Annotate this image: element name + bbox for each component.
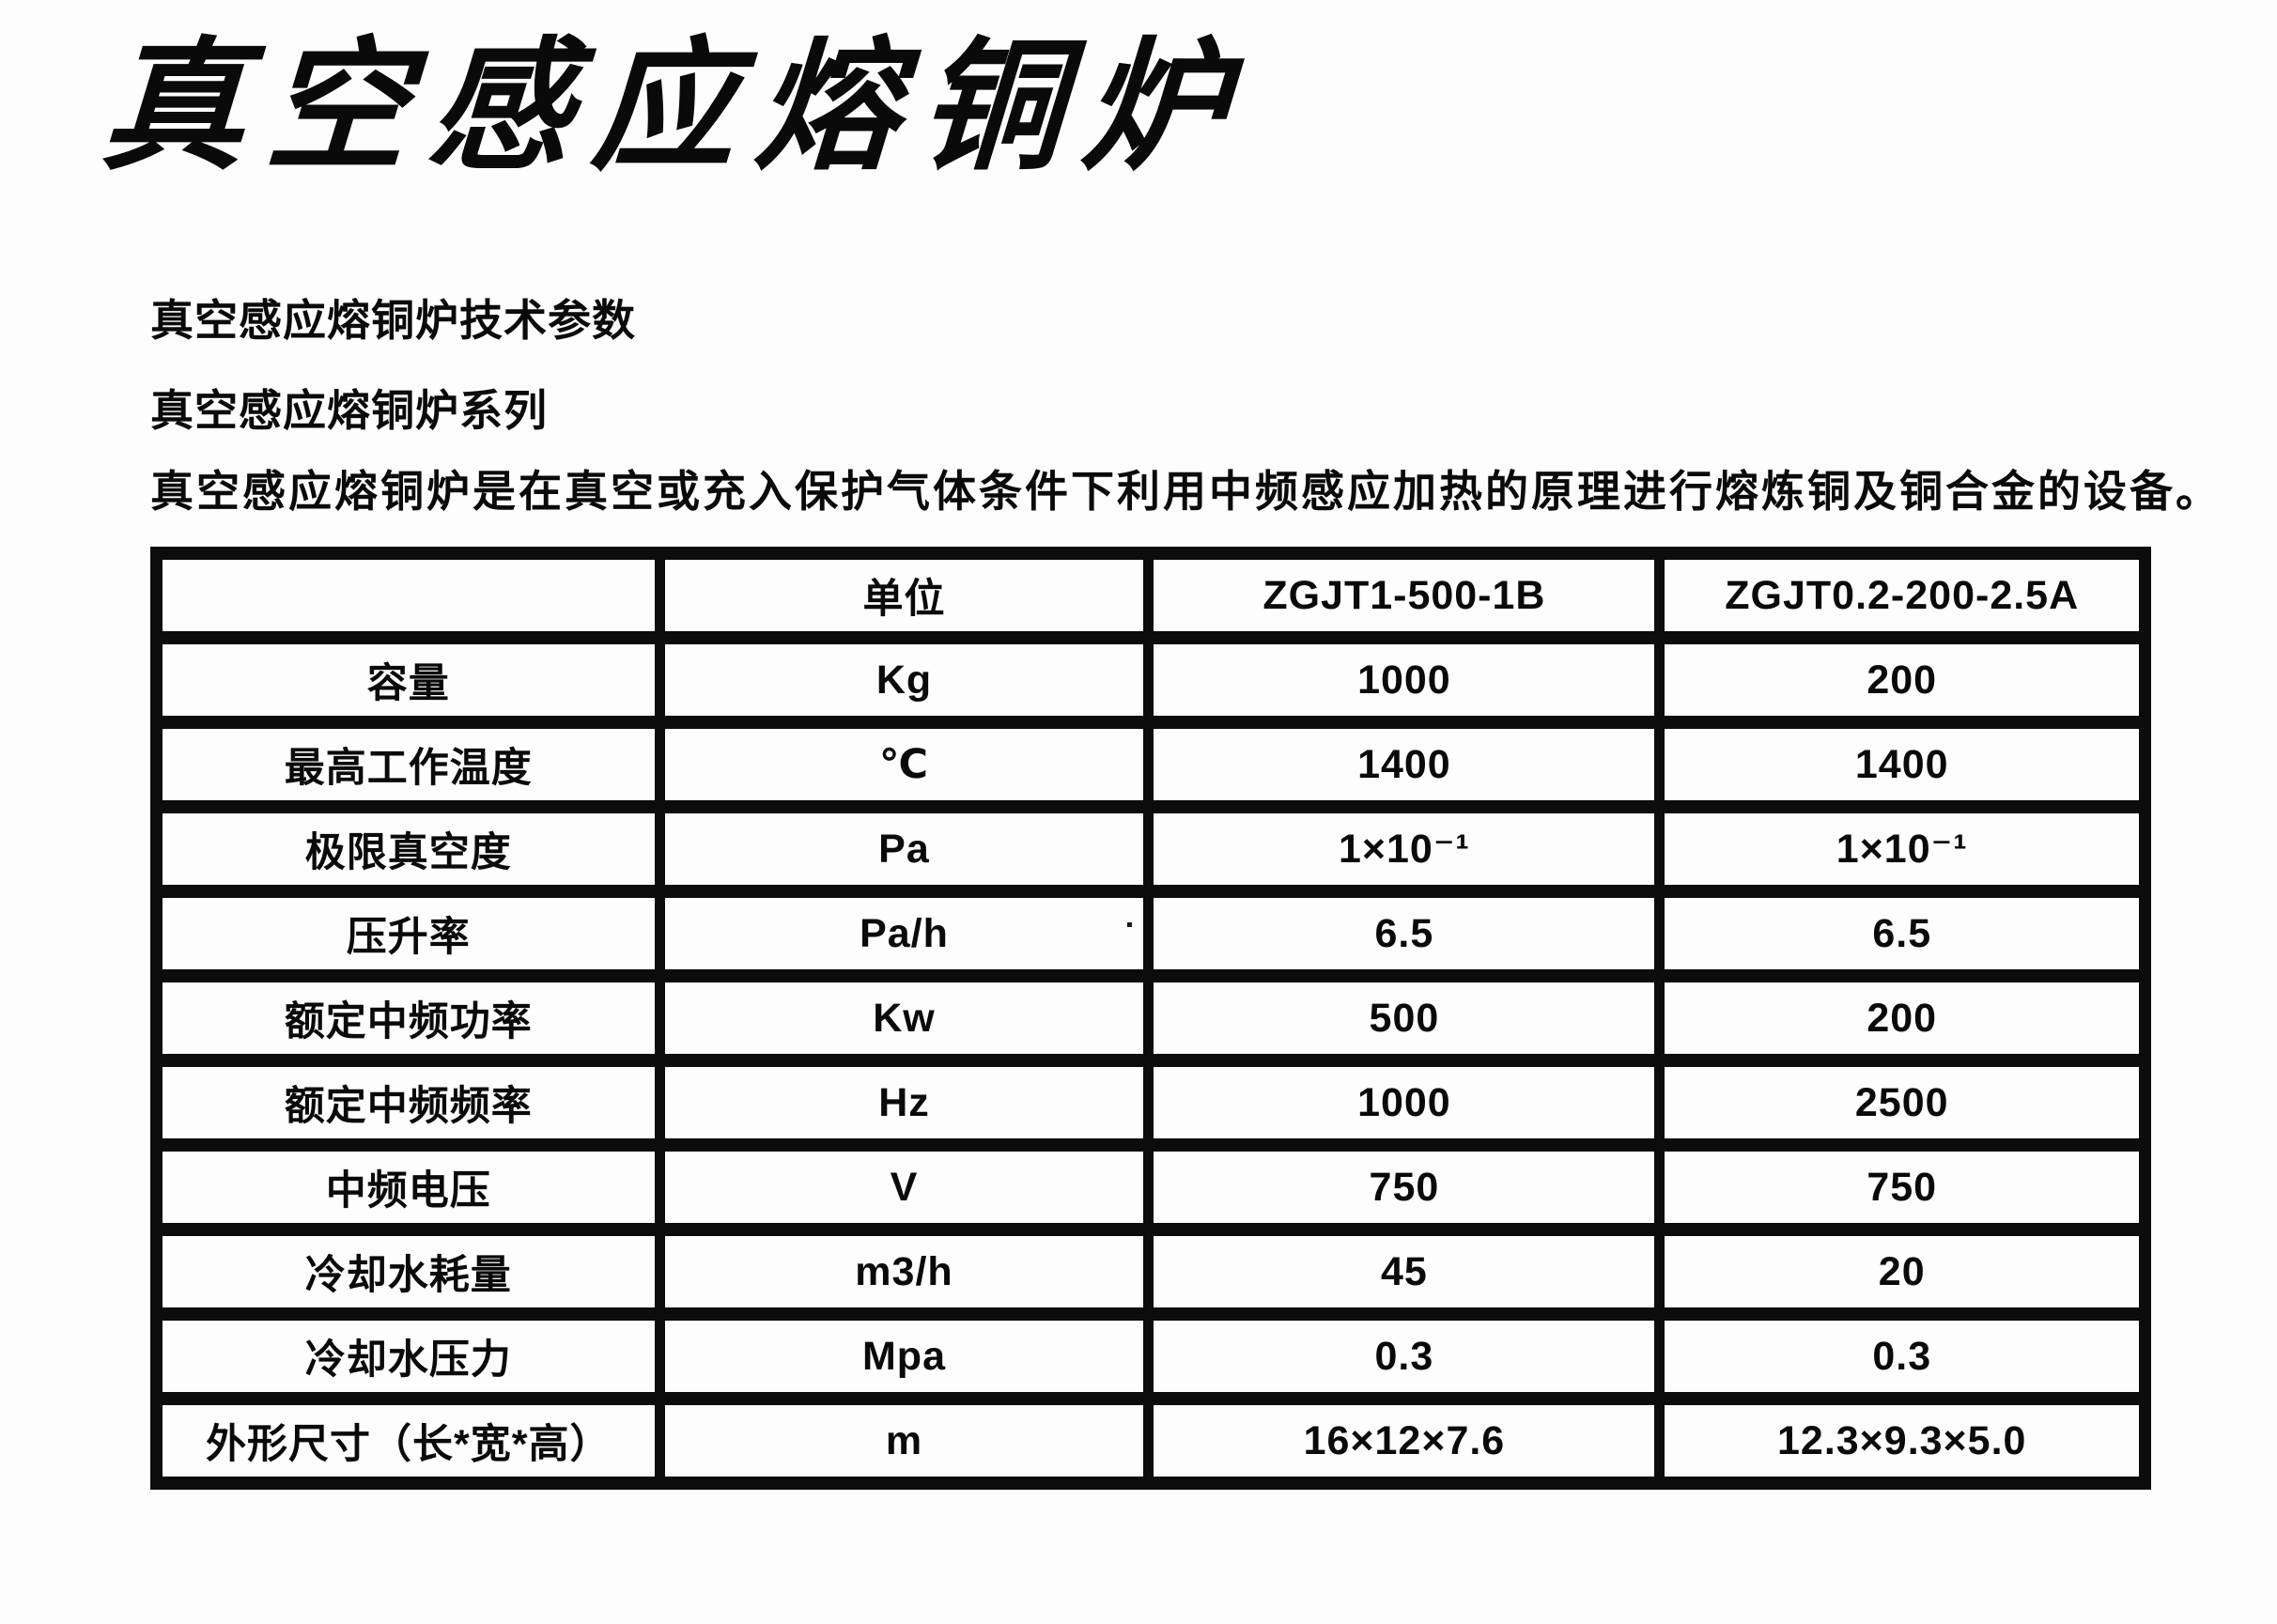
model1-value-cell: 750 xyxy=(1143,1138,1665,1236)
model2-value-cell: 2500 xyxy=(1654,1054,2150,1152)
unit-cell: V xyxy=(654,1138,1154,1236)
table-row: 外形尺寸（长*宽*高） m 16×12×7.6 12.3×9.3×5.0 xyxy=(151,1392,2150,1490)
param-name-cell: 额定中频频率 xyxy=(151,1054,665,1152)
model2-value-cell: 1×10⁻¹ xyxy=(1654,800,2150,898)
unit-cell: Kg xyxy=(654,631,1154,729)
model2-value-cell: 200 xyxy=(1654,969,2150,1067)
table-row: 最高工作温度 ℃ 1400 1400 xyxy=(151,716,2150,813)
col-header-model-1: ZGJT1-500-1B xyxy=(1143,547,1665,644)
model2-value-cell: 1400 xyxy=(1654,716,2150,813)
intro-line-description: 真空感应熔铜炉是在真空或充入保护气体条件下利用中频感应加热的原理进行熔炼铜及铜合… xyxy=(150,467,2222,516)
table-row: 额定中频功率 Kw 500 200 xyxy=(151,969,2150,1067)
table-row: 冷却水压力 Mpa 0.3 0.3 xyxy=(151,1307,2150,1405)
param-name-cell: 冷却水耗量 xyxy=(151,1223,665,1321)
unit-cell: Hz xyxy=(654,1054,1154,1152)
model1-value-cell: 1000 xyxy=(1143,1054,1665,1152)
unit-cell: Pa xyxy=(654,800,1154,898)
unit-cell: ℃ xyxy=(654,716,1154,813)
param-name-cell: 额定中频功率 xyxy=(151,969,665,1067)
model2-value-cell: 0.3 xyxy=(1654,1307,2150,1405)
param-name-cell: 容量 xyxy=(151,631,665,729)
unit-cell: Pa/h xyxy=(654,885,1154,982)
table-row: 压升率 Pa/h 6.5 6.5 xyxy=(151,885,2150,982)
scan-speck-dot xyxy=(1127,922,1132,927)
model2-value-cell: 750 xyxy=(1654,1138,2150,1236)
col-header-model-2: ZGJT0.2-200-2.5A xyxy=(1654,547,2150,644)
unit-cell: Mpa xyxy=(654,1307,1154,1405)
param-name-cell: 外形尺寸（长*宽*高） xyxy=(151,1392,665,1490)
col-header-empty xyxy=(151,547,665,644)
table-row: 额定中频频率 Hz 1000 2500 xyxy=(151,1054,2150,1152)
model1-value-cell: 45 xyxy=(1143,1223,1665,1321)
table-row: 容量 Kg 1000 200 xyxy=(151,631,2150,729)
model1-value-cell: 6.5 xyxy=(1143,885,1665,982)
unit-cell: m xyxy=(654,1392,1154,1490)
model1-value-cell: 1×10⁻¹ xyxy=(1143,800,1665,898)
table-header-row: 单位 ZGJT1-500-1B ZGJT0.2-200-2.5A xyxy=(151,547,2150,644)
model1-value-cell: 0.3 xyxy=(1143,1307,1665,1405)
table-row: 冷却水耗量 m3/h 45 20 xyxy=(151,1223,2150,1321)
unit-cell: m3/h xyxy=(654,1223,1154,1321)
model2-value-cell: 12.3×9.3×5.0 xyxy=(1654,1392,2150,1490)
model1-value-cell: 1400 xyxy=(1143,716,1665,813)
intro-line-series: 真空感应熔铜炉系列 xyxy=(150,386,548,435)
col-header-unit: 单位 xyxy=(654,547,1154,644)
model2-value-cell: 6.5 xyxy=(1654,885,2150,982)
model1-value-cell: 16×12×7.6 xyxy=(1143,1392,1665,1490)
model1-value-cell: 1000 xyxy=(1143,631,1665,729)
model1-value-cell: 500 xyxy=(1143,969,1665,1067)
table-row: 极限真空度 Pa 1×10⁻¹ 1×10⁻¹ xyxy=(151,800,2150,898)
model2-value-cell: 200 xyxy=(1654,631,2150,729)
param-name-cell: 最高工作温度 xyxy=(151,716,665,813)
page-title: 真空感应熔铜炉 xyxy=(98,22,1251,190)
param-name-cell: 压升率 xyxy=(151,885,665,982)
table-row: 中频电压 V 750 750 xyxy=(151,1138,2150,1236)
unit-cell: Kw xyxy=(654,969,1154,1067)
intro-line-tech-params: 真空感应熔铜炉技术参数 xyxy=(150,296,636,345)
model2-value-cell: 20 xyxy=(1654,1223,2150,1321)
spec-table: 单位 ZGJT1-500-1B ZGJT0.2-200-2.5A 容量 Kg 1… xyxy=(150,547,2151,1490)
param-name-cell: 冷却水压力 xyxy=(151,1307,665,1405)
param-name-cell: 中频电压 xyxy=(151,1138,665,1236)
param-name-cell: 极限真空度 xyxy=(151,800,665,898)
